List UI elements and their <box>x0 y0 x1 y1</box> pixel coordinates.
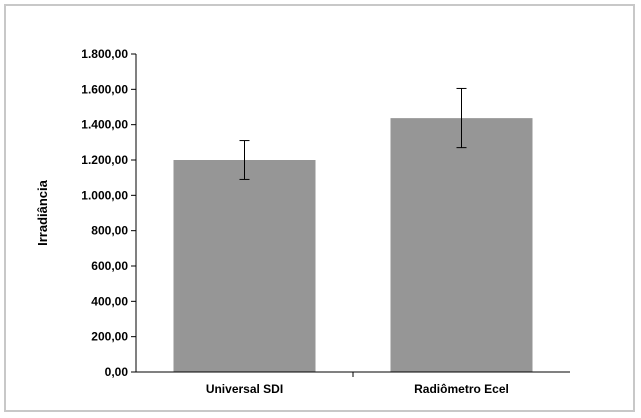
y-tick-label: 1.600,00 <box>81 82 128 96</box>
y-axis-ticks: 0,00 200,00 400,00 600,00 800,00 1.000,00 1.20… <box>81 47 136 379</box>
y-tick-label: 1.800,00 <box>81 47 128 61</box>
error-bars <box>239 87 467 180</box>
y-tick-label: 1.000,00 <box>81 188 128 202</box>
bar <box>390 118 533 372</box>
y-tick-label: 600,00 <box>91 259 128 273</box>
y-tick-label: 1.400,00 <box>81 118 128 132</box>
y-tick-label: 400,00 <box>91 294 128 308</box>
y-tick-label: 1.200,00 <box>81 153 128 167</box>
bars <box>173 118 533 372</box>
y-axis-title: Irradiância <box>35 179 50 246</box>
y-tick-label: 200,00 <box>91 330 128 344</box>
y-tick-label: 0,00 <box>105 365 129 379</box>
x-category-label: Radiômetro Ecel <box>414 382 509 396</box>
x-category-label: Universal SDI <box>206 382 283 396</box>
bar <box>173 160 316 372</box>
y-tick-label: 800,00 <box>91 224 128 238</box>
x-axis-labels: Universal SDI Radiômetro Ecel <box>206 372 509 396</box>
